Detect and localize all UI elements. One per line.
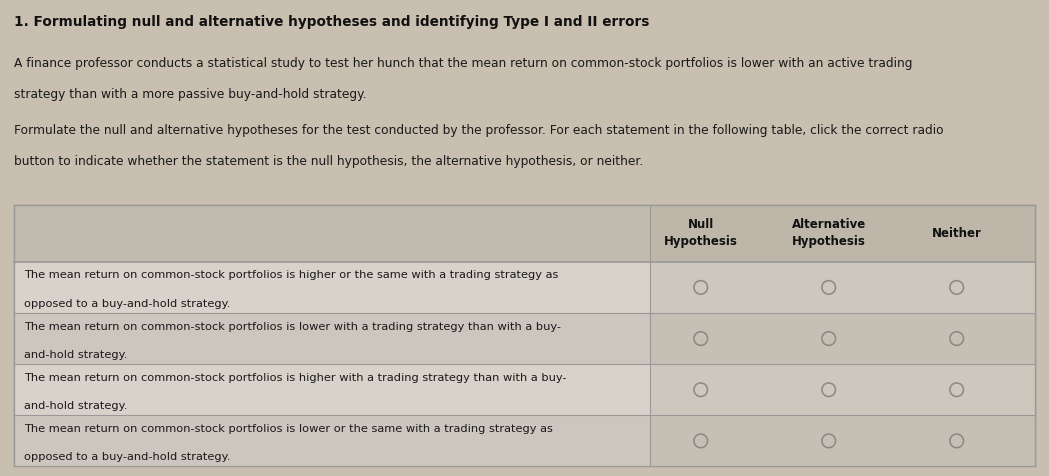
Text: The mean return on common-stock portfolios is higher with a trading strategy tha: The mean return on common-stock portfoli…: [24, 373, 566, 383]
Text: and-hold strategy.: and-hold strategy.: [24, 350, 128, 360]
Text: Neither: Neither: [932, 227, 982, 240]
Text: Null
Hypothesis: Null Hypothesis: [664, 218, 737, 248]
Text: opposed to a buy-and-hold strategy.: opposed to a buy-and-hold strategy.: [24, 299, 231, 309]
Text: opposed to a buy-and-hold strategy.: opposed to a buy-and-hold strategy.: [24, 452, 231, 463]
Text: strategy than with a more passive buy-and-hold strategy.: strategy than with a more passive buy-an…: [14, 88, 366, 101]
Text: Formulate the null and alternative hypotheses for the test conducted by the prof: Formulate the null and alternative hypot…: [14, 124, 943, 137]
Text: button to indicate whether the statement is the null hypothesis, the alternative: button to indicate whether the statement…: [14, 155, 643, 168]
Text: and-hold strategy.: and-hold strategy.: [24, 401, 128, 411]
Text: The mean return on common-stock portfolios is lower with a trading strategy than: The mean return on common-stock portfoli…: [24, 322, 561, 332]
Text: Alternative
Hypothesis: Alternative Hypothesis: [792, 218, 865, 248]
Text: The mean return on common-stock portfolios is lower or the same with a trading s: The mean return on common-stock portfoli…: [24, 424, 553, 434]
Text: A finance professor conducts a statistical study to test her hunch that the mean: A finance professor conducts a statistic…: [14, 57, 913, 70]
Text: The mean return on common-stock portfolios is higher or the same with a trading : The mean return on common-stock portfoli…: [24, 270, 558, 280]
Text: 1. Formulating null and alternative hypotheses and identifying Type I and II err: 1. Formulating null and alternative hypo…: [14, 15, 649, 29]
